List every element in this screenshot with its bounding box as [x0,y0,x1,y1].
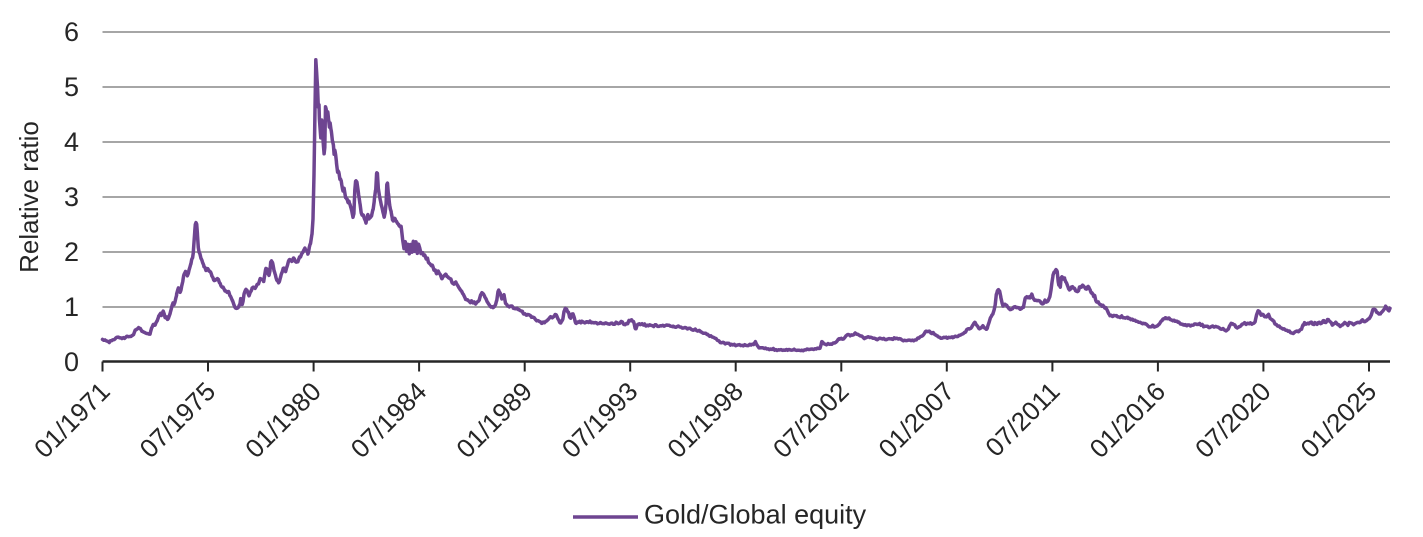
svg-text:0: 0 [64,347,79,377]
svg-text:01/1998: 01/1998 [661,376,749,464]
svg-text:07/1984: 07/1984 [345,376,433,464]
svg-text:3: 3 [64,182,79,212]
svg-text:07/2002: 07/2002 [767,376,855,464]
svg-text:07/1975: 07/1975 [134,376,222,464]
svg-text:6: 6 [64,17,79,47]
svg-text:4: 4 [64,127,79,157]
svg-text:01/2007: 01/2007 [872,376,960,464]
svg-text:1: 1 [64,292,79,322]
svg-text:01/2025: 01/2025 [1295,376,1383,464]
svg-text:01/2016: 01/2016 [1083,376,1171,464]
svg-text:01/1989: 01/1989 [450,376,538,464]
svg-text:07/2011: 07/2011 [979,376,1065,462]
svg-text:01/1971: 01/1971 [28,376,116,464]
svg-text:07/2020: 07/2020 [1189,376,1277,464]
svg-text:Relative ratio: Relative ratio [14,121,44,273]
svg-text:2: 2 [64,237,79,267]
svg-text:07/1993: 07/1993 [556,376,644,464]
svg-text:5: 5 [64,72,79,102]
svg-text:Gold/Global equity: Gold/Global equity [644,500,867,530]
svg-text:01/1980: 01/1980 [239,376,327,464]
